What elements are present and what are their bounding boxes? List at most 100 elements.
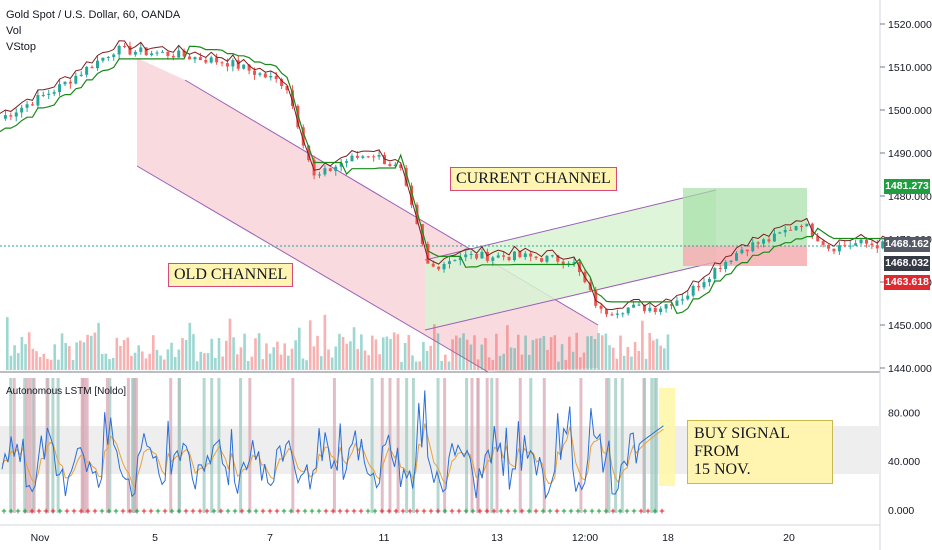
candle-body[interactable] [236,60,240,69]
candle-body[interactable] [664,304,668,309]
candle-body[interactable] [502,255,506,257]
current-channel-upper-line[interactable] [424,189,717,261]
candle-body[interactable] [41,94,45,96]
candle-body[interactable] [437,266,441,270]
candle-body[interactable] [79,74,83,76]
candle-body[interactable] [52,92,56,94]
candle-body[interactable] [285,85,289,91]
candle-body[interactable] [388,164,392,167]
candle-body[interactable] [605,308,609,315]
candle-body[interactable] [734,253,738,261]
candle-body[interactable] [366,156,370,158]
candle-body[interactable] [382,155,386,165]
candle-body[interactable] [518,251,522,257]
candle-body[interactable] [377,155,381,157]
candle-body[interactable] [621,313,625,315]
candle-body[interactable] [307,145,311,161]
candle-body[interactable] [334,166,338,171]
candle-body[interactable] [188,56,192,60]
candle-body[interactable] [247,64,251,71]
candle-body[interactable] [697,286,701,288]
candle-body[interactable] [182,50,186,57]
candle-body[interactable] [14,112,18,117]
candle-body[interactable] [323,168,327,175]
stop-loss-zone[interactable] [683,246,807,266]
candle-body[interactable] [480,251,484,259]
candle-body[interactable] [832,248,836,252]
candle-body[interactable] [193,57,197,60]
candle-body[interactable] [393,164,397,167]
candle-body[interactable] [626,307,630,314]
candle-body[interactable] [171,55,175,58]
candle-body[interactable] [133,51,137,55]
candle-body[interactable] [762,239,766,244]
candle-body[interactable] [875,245,879,249]
candle-body[interactable] [258,73,262,75]
candle-body[interactable] [30,104,34,106]
candle-body[interactable] [263,73,267,78]
candle-body[interactable] [410,185,414,205]
lstm-orange-line[interactable] [1,423,664,489]
candle-body[interactable] [653,307,657,313]
candle-body[interactable] [339,162,343,167]
candle-body[interactable] [101,57,105,61]
candle-body[interactable] [155,52,159,54]
candle-body[interactable] [47,93,51,95]
candle-body[interactable] [740,249,744,254]
candle-body[interactable] [783,229,787,233]
candle-body[interactable] [772,233,776,242]
candle-body[interactable] [648,307,652,312]
candle-body[interactable] [9,115,13,117]
candle-body[interactable] [420,224,424,244]
candle-body[interactable] [290,90,294,106]
candle-body[interactable] [550,255,554,257]
candle-body[interactable] [756,242,760,244]
candle-body[interactable] [691,286,695,296]
candle-body[interactable] [209,57,213,63]
candle-body[interactable] [274,76,278,80]
candle-body[interactable] [512,251,516,261]
current-channel-lower-line[interactable] [424,261,717,331]
candle-body[interactable] [843,245,847,247]
price-high-line[interactable] [0,40,916,311]
candle-body[interactable] [139,47,143,52]
candle-body[interactable] [123,46,127,48]
candle-body[interactable] [453,260,457,262]
candle-body[interactable] [827,244,831,249]
candle-body[interactable] [117,46,121,55]
candle-body[interactable] [816,236,820,242]
candle-body[interactable] [404,167,408,186]
candle-body[interactable] [301,127,305,146]
candle-body[interactable] [475,253,479,259]
candle-body[interactable] [615,313,619,315]
candle-body[interactable] [799,225,803,227]
candle-body[interactable] [659,308,663,313]
candle-body[interactable] [128,46,132,55]
candle-body[interactable] [106,56,110,58]
candle-body[interactable] [25,104,29,108]
old-channel-lower-line[interactable] [136,165,489,373]
chart-symbol-title[interactable]: Gold Spot / U.S. Dollar, 60, OANDA [6,9,181,21]
candle-body[interactable] [540,258,544,262]
candle-body[interactable] [355,155,359,158]
candle-body[interactable] [507,256,511,261]
candle-body[interactable] [469,253,473,255]
candle-body[interactable] [718,268,722,270]
candle-body[interactable] [198,57,202,61]
candle-body[interactable] [361,156,365,158]
candle-body[interactable] [594,289,598,306]
candle-body[interactable] [464,254,468,258]
candle-body[interactable] [881,241,885,249]
candle-body[interactable] [789,229,793,231]
candle-body[interactable] [675,300,679,306]
candle-body[interactable] [545,255,549,262]
candle-body[interactable] [632,304,636,308]
candle-body[interactable] [859,239,863,244]
candle-body[interactable] [20,107,24,113]
take-profit-zone[interactable] [683,188,807,246]
candle-body[interactable] [561,261,565,265]
candle-body[interactable] [166,51,170,56]
candle-body[interactable] [534,256,538,259]
candle-body[interactable] [686,295,690,300]
candle-body[interactable] [724,261,728,270]
